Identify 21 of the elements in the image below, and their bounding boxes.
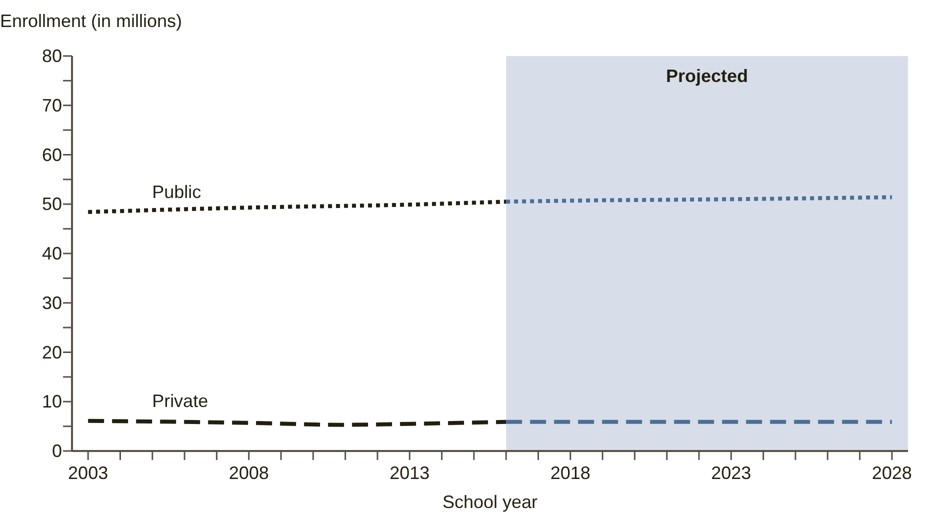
- series-label: Public: [152, 182, 202, 202]
- y-axis-title: Enrollment (in millions): [0, 11, 182, 31]
- line-series: [86, 200, 508, 214]
- x-tick-label: 2013: [390, 463, 430, 483]
- x-tick-label: 2018: [550, 463, 590, 483]
- y-tick-label: 50: [42, 194, 62, 214]
- y-tick-label: 80: [42, 46, 62, 66]
- band-label: Projected: [666, 66, 748, 86]
- x-tick-label: 2003: [68, 463, 108, 483]
- y-tick-label: 0: [52, 441, 62, 461]
- y-tick-label: 10: [42, 392, 62, 412]
- series-label: Private: [152, 390, 208, 411]
- x-tick-label: 2028: [872, 463, 912, 483]
- x-axis-title: School year: [442, 492, 538, 512]
- y-tick-label: 60: [42, 144, 62, 165]
- x-tick-label: 2023: [711, 463, 752, 483]
- y-tick-label: 70: [42, 95, 62, 116]
- y-tick-label: 20: [42, 342, 62, 362]
- y-tick-label: 30: [42, 292, 62, 313]
- x-tick-label: 2008: [228, 463, 269, 483]
- y-tick-label: 40: [42, 244, 62, 264]
